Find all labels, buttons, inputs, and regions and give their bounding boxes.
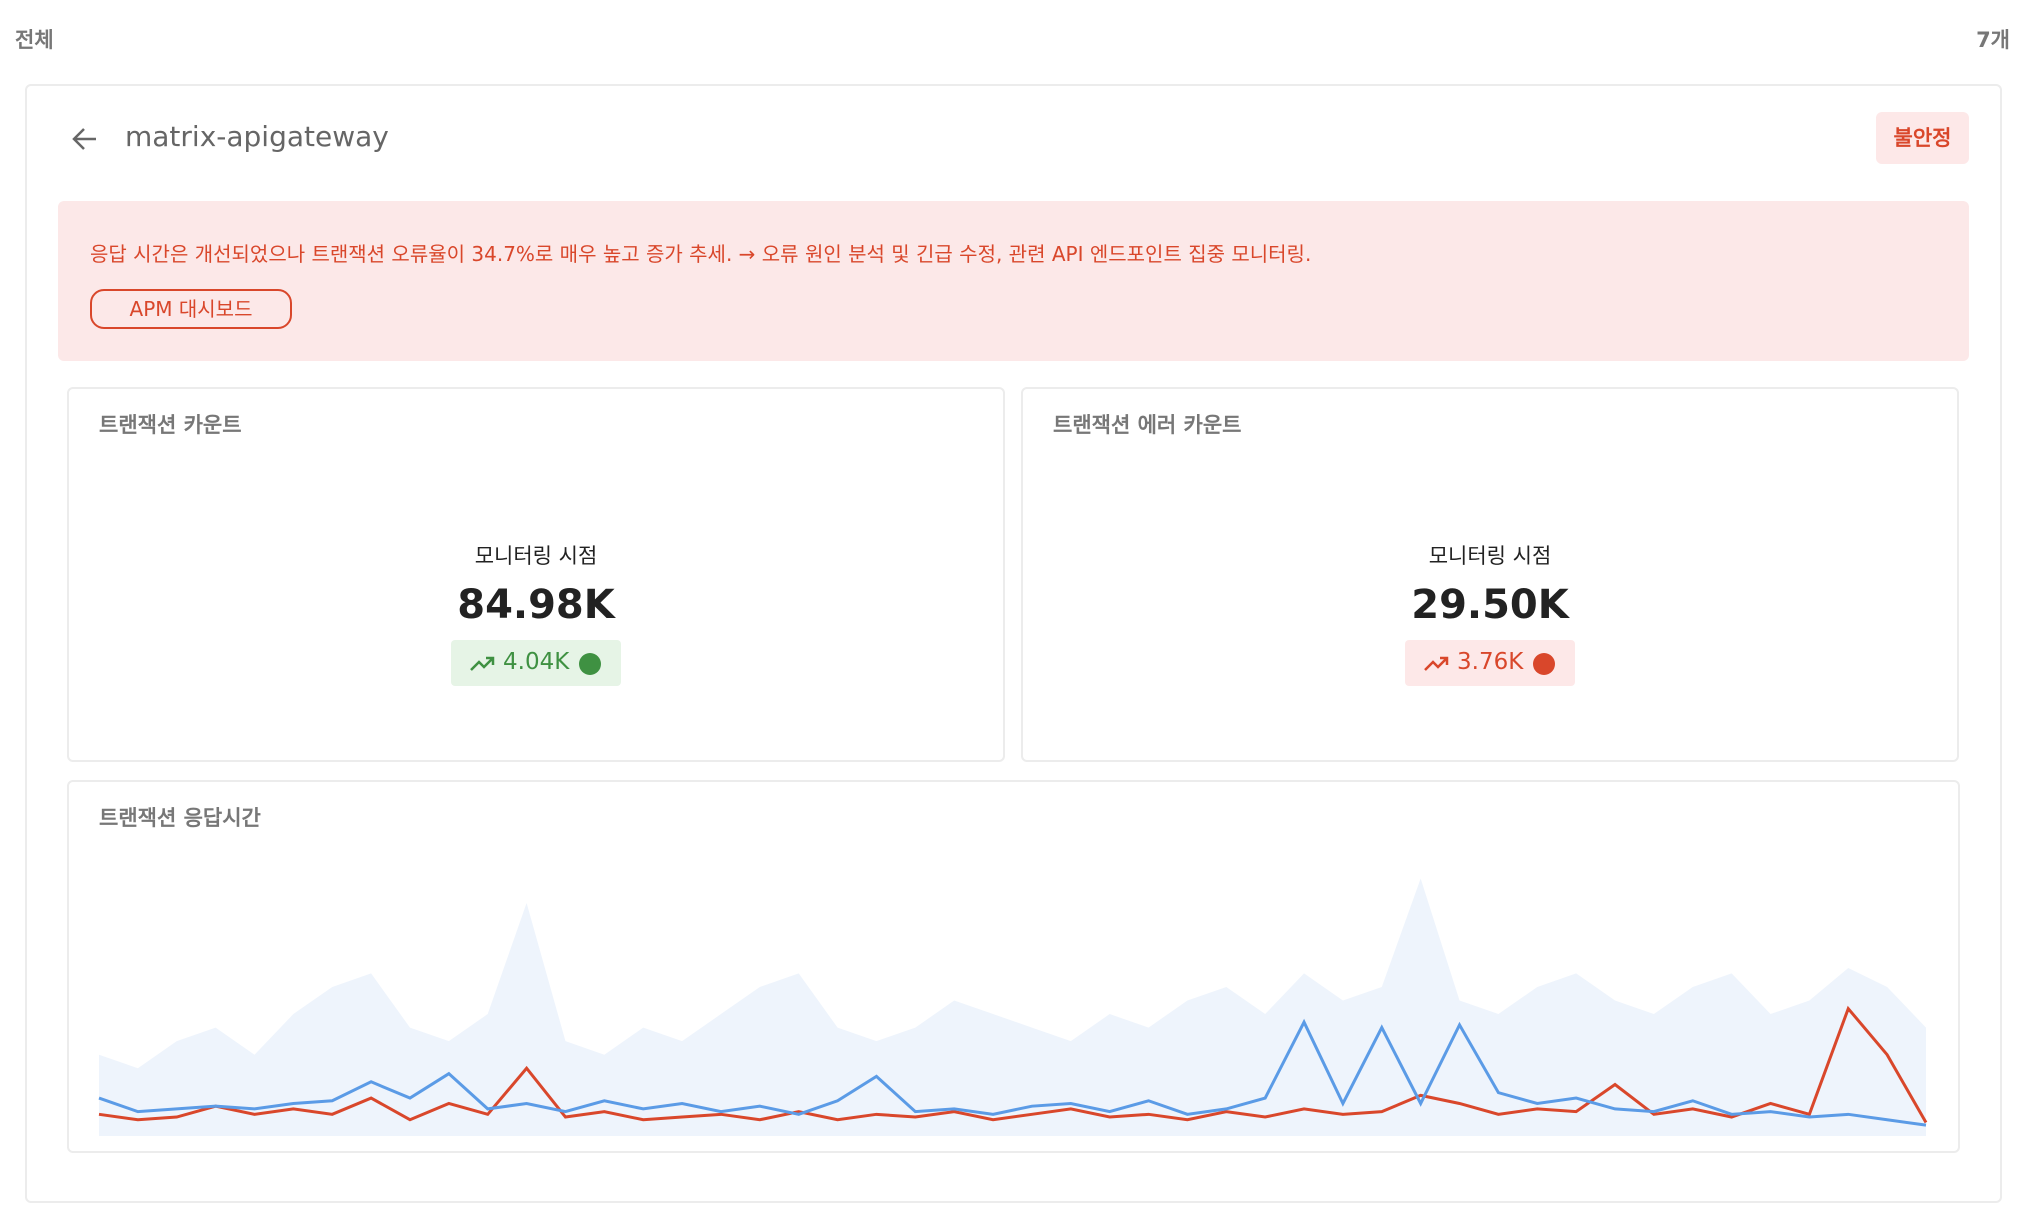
refresh-icon [579,653,601,675]
chart-card [67,780,1960,1153]
refresh-icon [1533,653,1555,675]
delta-text: 3.76K [1457,649,1524,675]
apm-button[interactable]: APM 대시보드 [90,289,292,329]
metric-value: 29.50K [1411,582,1569,628]
metric-card [67,387,1005,762]
back-button[interactable] [70,124,100,154]
metric-caption: 모니터링 시점 [474,544,598,568]
metric-title: 트랜잭션 카운트 [99,413,242,437]
alert-message: 응답 시간은 개선되었으나 트랜잭션 오류율이 34.7%로 매우 높고 증가 … [90,242,1312,266]
trend-icon [470,656,495,671]
metric-delta: 3.76K [1405,640,1575,686]
section-label: 전체 [15,28,54,52]
section-count: 7개 [1976,28,2010,52]
chart-title: 트랜잭션 응답시간 [99,806,261,830]
metric-value: 84.98K [457,582,615,628]
delta-text: 4.04K [503,649,570,675]
service-title: matrix-apigateway [125,120,389,153]
trend-icon [1424,656,1449,671]
status-badge: 불안정 [1876,112,1969,164]
metric-title: 트랜잭션 에러 카운트 [1053,413,1242,437]
metric-card [1021,387,1959,762]
metric-delta: 4.04K [451,640,621,686]
alert-box [58,201,1969,361]
metric-caption: 모니터링 시점 [1428,544,1552,568]
